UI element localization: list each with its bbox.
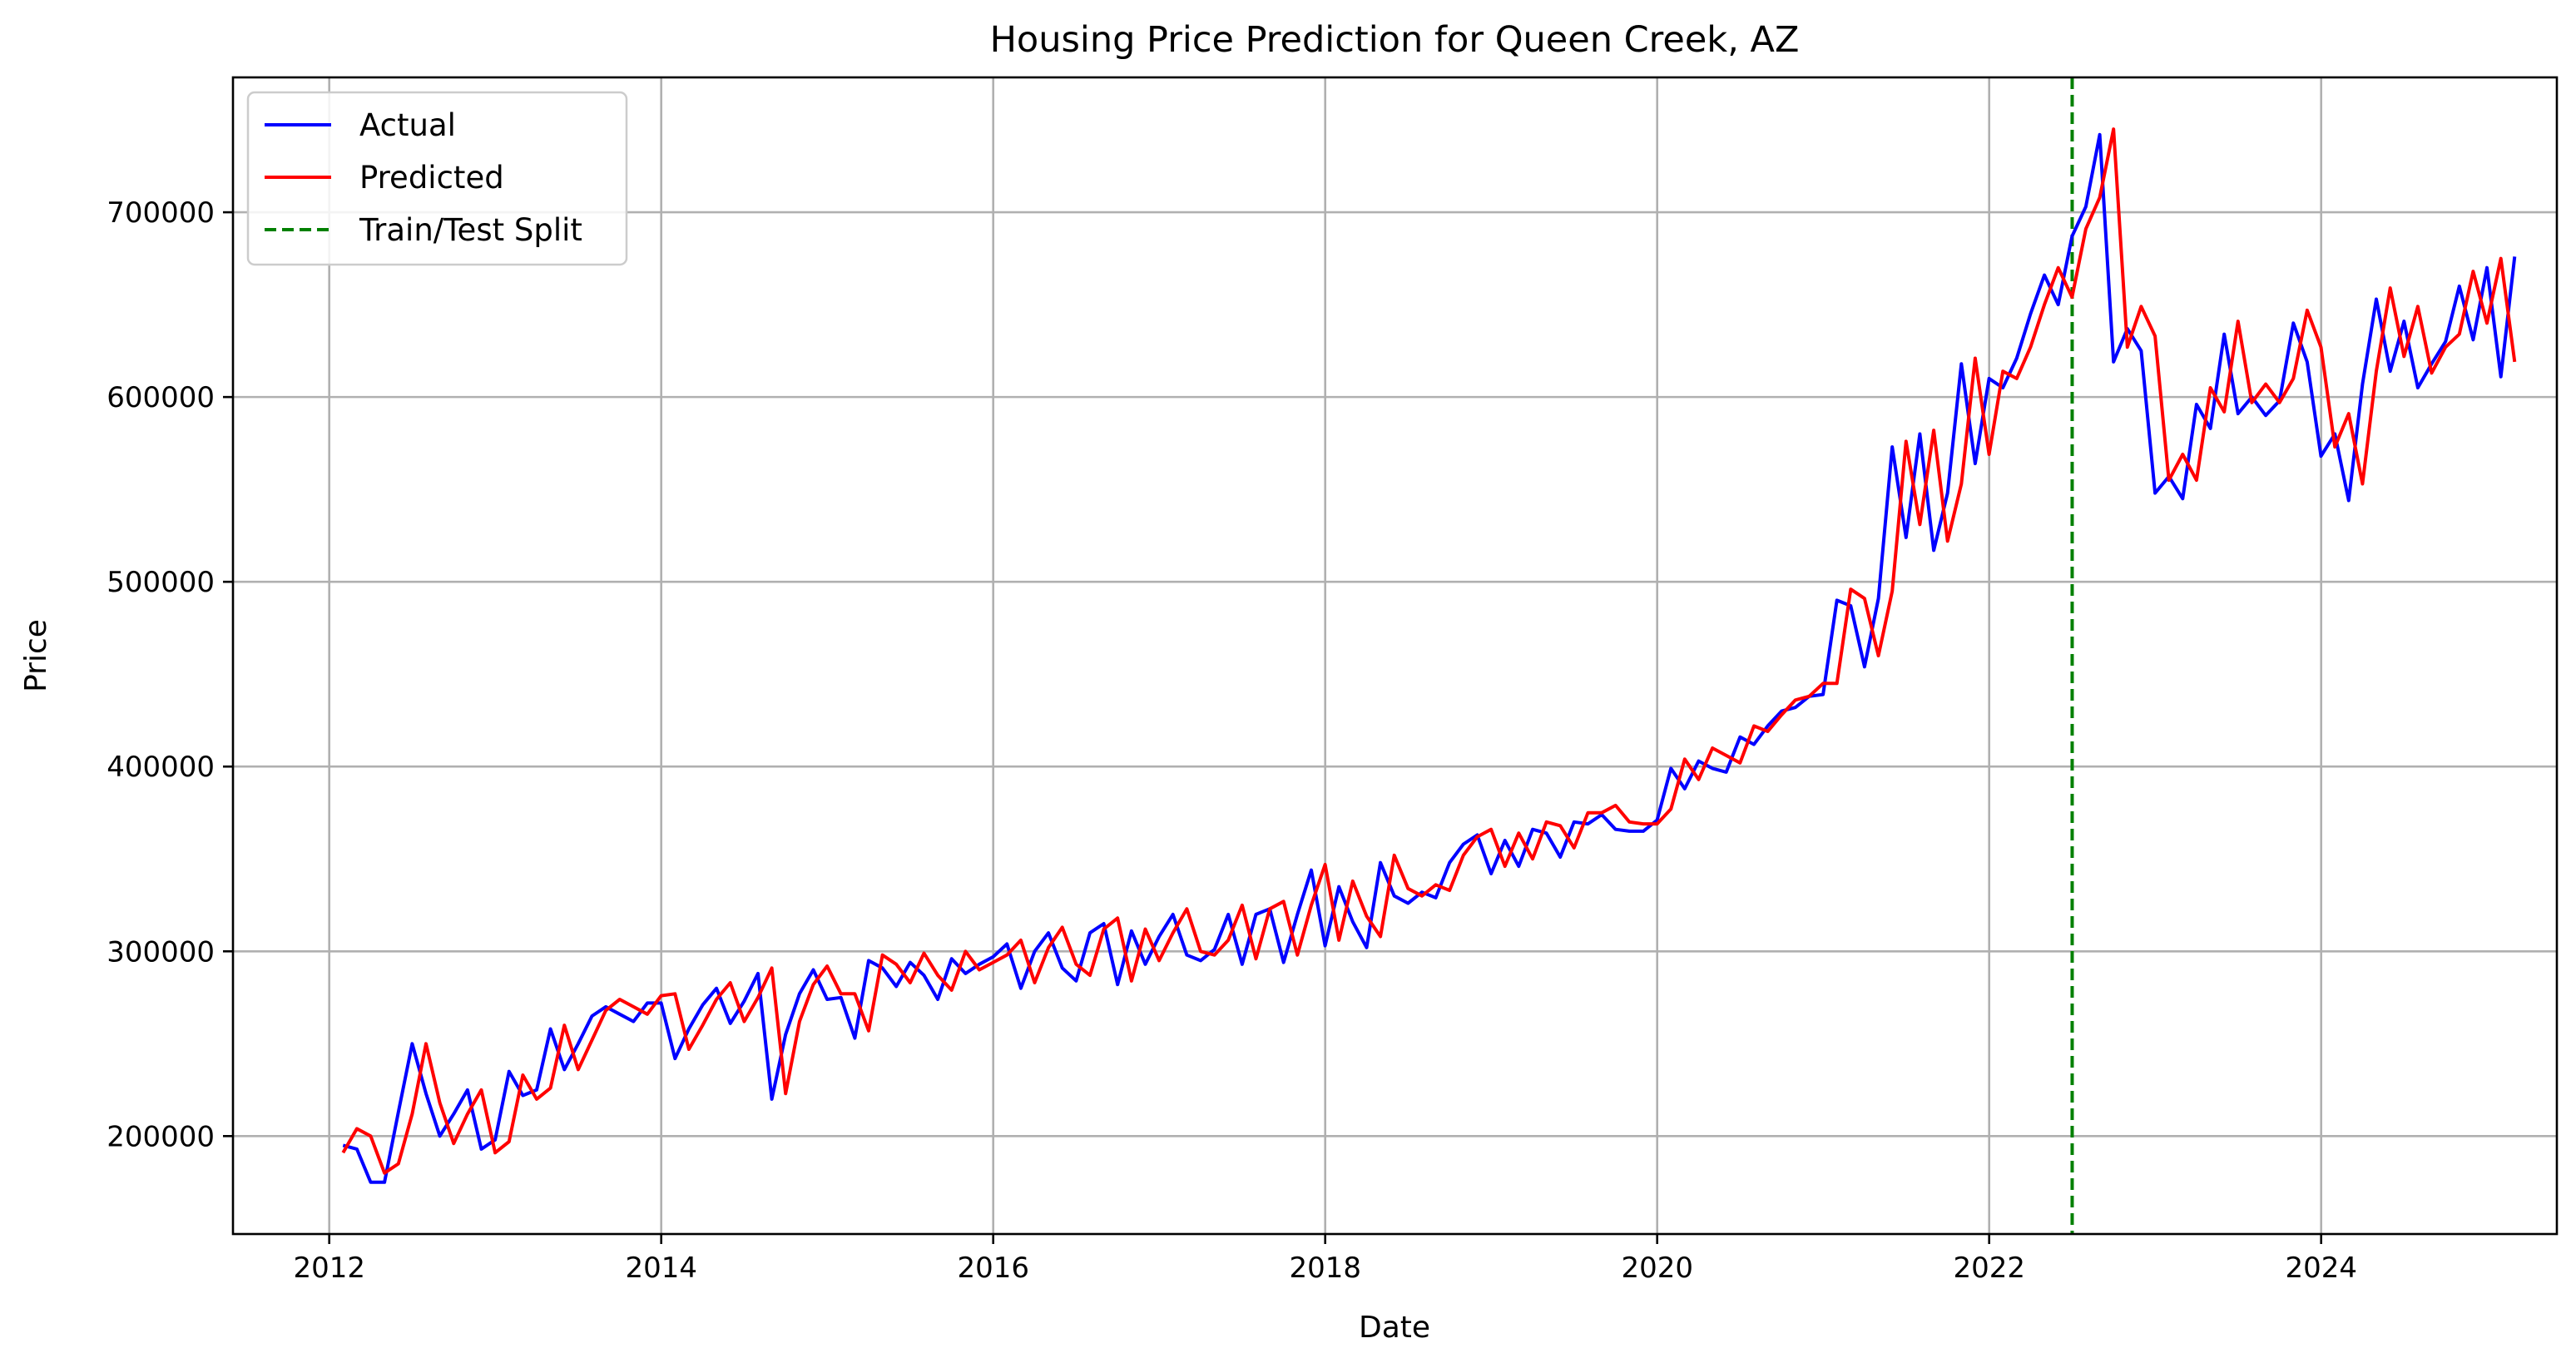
y-tick-label: 600000	[107, 381, 215, 414]
y-tick-label: 500000	[107, 566, 215, 599]
legend-box	[246, 91, 628, 266]
legend-label-split: Train/Test Split	[359, 212, 582, 248]
x-tick-label: 2018	[1289, 1251, 1361, 1285]
legend-label-predicted: Predicted	[359, 160, 504, 196]
legend-label-actual: Actual	[359, 107, 456, 143]
x-tick-label: 2012	[293, 1251, 365, 1285]
ticks: 2012 2014 2016 2018 2020 2022 2024 200000 300000…	[107, 196, 2357, 1285]
y-tick-label: 200000	[107, 1120, 215, 1153]
y-axis-label: Price	[19, 619, 53, 692]
y-tick-label: 700000	[107, 196, 215, 230]
series-layer	[341, 127, 2517, 1184]
x-tick-label: 2022	[1953, 1251, 2025, 1285]
x-tick-label: 2014	[625, 1251, 697, 1285]
y-tick-label: 400000	[107, 751, 215, 784]
plot-frame	[231, 76, 2559, 1236]
series-line-actual	[342, 132, 2517, 1184]
x-tick-label: 2020	[1621, 1251, 1693, 1285]
y-tick-label: 300000	[107, 935, 215, 969]
legend: Actual Predicted Train/Test Split	[246, 91, 628, 266]
grid	[233, 77, 2557, 1234]
x-axis-label: Date	[1359, 1311, 1430, 1345]
series-line-predicted	[341, 127, 2517, 1175]
x-tick-label: 2024	[2285, 1251, 2357, 1285]
chart-title: Housing Price Prediction for Queen Creek…	[990, 19, 1800, 61]
x-tick-label: 2016	[957, 1251, 1029, 1285]
